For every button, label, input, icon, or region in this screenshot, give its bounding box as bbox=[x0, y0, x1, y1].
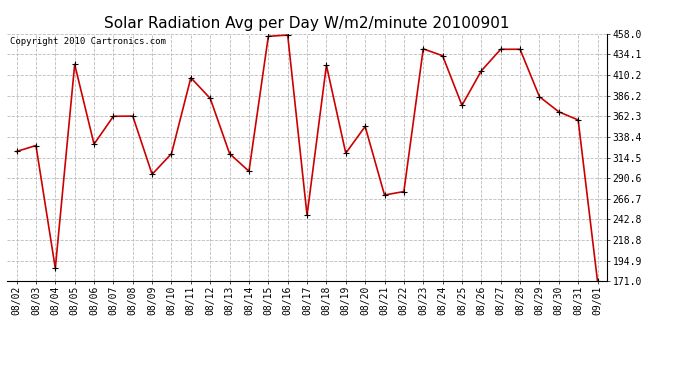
Title: Solar Radiation Avg per Day W/m2/minute 20100901: Solar Radiation Avg per Day W/m2/minute … bbox=[104, 16, 510, 31]
Text: Copyright 2010 Cartronics.com: Copyright 2010 Cartronics.com bbox=[10, 38, 166, 46]
